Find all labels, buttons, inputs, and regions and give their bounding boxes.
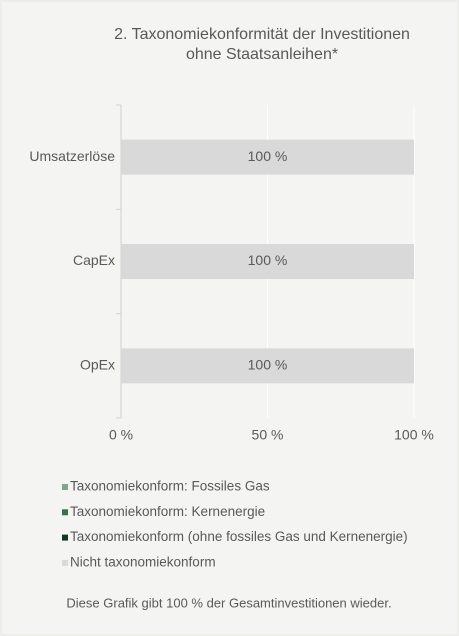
- data-label: 100 %: [248, 357, 288, 373]
- data-label: 100 %: [248, 252, 288, 268]
- data-label: 100 %: [248, 148, 288, 164]
- footnote: Diese Grafik gibt 100 % der Gesamtinvest…: [66, 595, 391, 610]
- chart-title: ohne Staatsanleihen*: [186, 46, 338, 63]
- x-tick-label: 100 %: [394, 427, 434, 443]
- legend-swatch: [62, 559, 68, 566]
- bar-segment: [121, 139, 414, 175]
- legend-label: Taxonomiekonform (ohne fossiles Gas und …: [70, 529, 408, 544]
- y-tick-label: CapEx: [73, 252, 115, 268]
- legend-swatch: [62, 484, 68, 490]
- y-tick-label: OpEx: [80, 357, 115, 373]
- legend-label: Taxonomiekonform: Kernenergie: [70, 504, 265, 519]
- chart-title: 2. Taxonomiekonformität der Investitione…: [114, 26, 410, 43]
- legend-swatch: [62, 509, 68, 516]
- y-tick-label: Umsatzerlöse: [29, 148, 115, 164]
- x-tick-label: 0 %: [109, 427, 133, 443]
- legend-label: Nicht taxonomiekonform: [70, 554, 216, 569]
- legend-swatch: [62, 534, 68, 541]
- legend-label: Taxonomiekonform: Fossiles Gas: [70, 479, 270, 494]
- bar-segment: [121, 244, 414, 279]
- x-tick-label: 50 %: [252, 427, 284, 443]
- bar-segment: [121, 348, 414, 384]
